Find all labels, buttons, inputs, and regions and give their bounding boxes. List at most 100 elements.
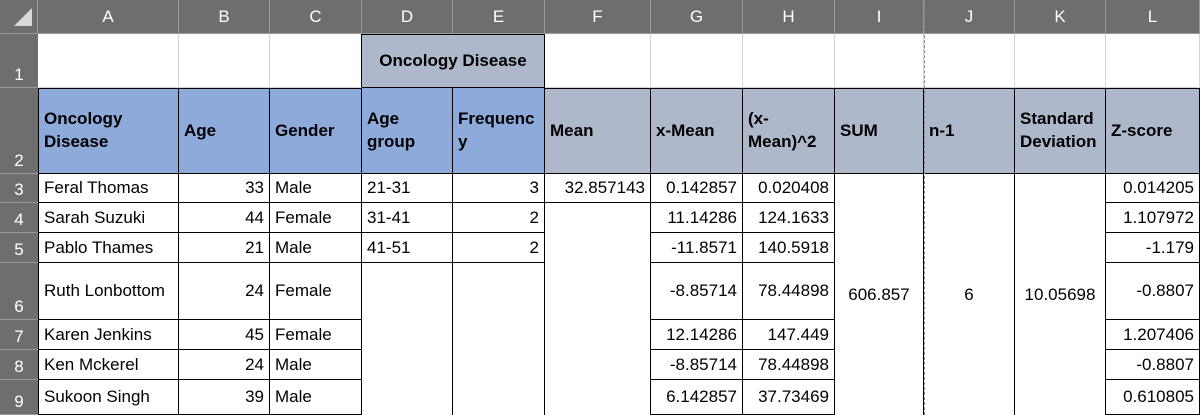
column-header-f[interactable]: F bbox=[545, 0, 651, 34]
cell-l7[interactable]: 1.207406 bbox=[1106, 320, 1200, 350]
column-header-b[interactable]: B bbox=[179, 0, 270, 34]
cell-b6[interactable]: 24 bbox=[179, 263, 270, 320]
cell-h4[interactable]: 124.1633 bbox=[743, 203, 835, 233]
cell-h5[interactable]: 140.5918 bbox=[743, 233, 835, 263]
cell-h3[interactable]: 0.020408 bbox=[743, 174, 835, 203]
cell-e6-empty[interactable] bbox=[453, 263, 545, 415]
cell-standard-deviation-merged[interactable]: 10.05698 bbox=[1015, 174, 1106, 415]
cell-l4[interactable]: 1.107972 bbox=[1106, 203, 1200, 233]
cell-l1[interactable] bbox=[1106, 34, 1200, 88]
cell-k1[interactable] bbox=[1015, 34, 1106, 88]
cell-b9[interactable]: 39 bbox=[179, 380, 270, 415]
cell-a5[interactable]: Pablo Thames bbox=[38, 233, 179, 263]
column-header-e[interactable]: E bbox=[453, 0, 545, 34]
header-sum[interactable]: SUM bbox=[835, 88, 924, 174]
cell-a9[interactable]: Sukoon Singh bbox=[38, 380, 179, 415]
cell-g5[interactable]: -11.8571 bbox=[651, 233, 743, 263]
cell-b7[interactable]: 45 bbox=[179, 320, 270, 350]
cell-f3-mean[interactable]: 32.857143 bbox=[545, 174, 651, 203]
cell-c1[interactable] bbox=[270, 34, 362, 88]
cell-d6-empty[interactable] bbox=[362, 263, 453, 415]
header-age[interactable]: Age bbox=[179, 88, 270, 174]
cell-a3[interactable]: Feral Thomas bbox=[38, 174, 179, 203]
cell-g9[interactable]: 6.142857 bbox=[651, 380, 743, 415]
cell-e5[interactable]: 2 bbox=[453, 233, 545, 263]
cell-sum-merged[interactable]: 606.857 bbox=[835, 174, 924, 415]
cell-l9[interactable]: 0.610805 bbox=[1106, 380, 1200, 415]
cell-f1[interactable] bbox=[545, 34, 651, 88]
cell-g4[interactable]: 11.14286 bbox=[651, 203, 743, 233]
cell-g1[interactable] bbox=[651, 34, 743, 88]
cell-e4[interactable]: 2 bbox=[453, 203, 545, 233]
cell-d5[interactable]: 41-51 bbox=[362, 233, 453, 263]
cell-c6[interactable]: Female bbox=[270, 263, 362, 320]
cell-c7[interactable]: Female bbox=[270, 320, 362, 350]
cell-f4-empty[interactable] bbox=[545, 203, 651, 415]
cell-b8[interactable]: 24 bbox=[179, 350, 270, 380]
header-n-minus-1[interactable]: n-1 bbox=[924, 88, 1015, 174]
cell-a7[interactable]: Karen Jenkins bbox=[38, 320, 179, 350]
column-header-k[interactable]: K bbox=[1015, 0, 1106, 34]
cell-c3[interactable]: Male bbox=[270, 174, 362, 203]
cell-l6[interactable]: -0.8807 bbox=[1106, 263, 1200, 320]
header-frequency[interactable]: Frequenc y bbox=[453, 88, 545, 174]
header-oncology-disease[interactable]: Oncology Disease bbox=[38, 88, 179, 174]
cell-g6[interactable]: -8.85714 bbox=[651, 263, 743, 320]
cell-l3[interactable]: 0.014205 bbox=[1106, 174, 1200, 203]
cell-h7[interactable]: 147.449 bbox=[743, 320, 835, 350]
cell-b4[interactable]: 44 bbox=[179, 203, 270, 233]
cell-c8[interactable]: Male bbox=[270, 350, 362, 380]
column-header-l[interactable]: L bbox=[1106, 0, 1200, 34]
row-header-3[interactable]: 3 bbox=[0, 174, 38, 203]
cell-h9[interactable]: 37.73469 bbox=[743, 380, 835, 415]
cell-h6[interactable]: 78.44898 bbox=[743, 263, 835, 320]
header-x-mean[interactable]: x-Mean bbox=[651, 88, 743, 174]
header-gender[interactable]: Gender bbox=[270, 88, 362, 174]
cell-c4[interactable]: Female bbox=[270, 203, 362, 233]
row-header-9[interactable]: 9 bbox=[0, 380, 38, 415]
cell-g7[interactable]: 12.14286 bbox=[651, 320, 743, 350]
column-header-d[interactable]: D bbox=[362, 0, 453, 34]
cell-h8[interactable]: 78.44898 bbox=[743, 350, 835, 380]
select-all-button[interactable] bbox=[0, 0, 38, 34]
cell-g8[interactable]: -8.85714 bbox=[651, 350, 743, 380]
cell-a6[interactable]: Ruth Lonbottom bbox=[38, 263, 179, 320]
cell-d4[interactable]: 31-41 bbox=[362, 203, 453, 233]
row-header-4[interactable]: 4 bbox=[0, 203, 38, 233]
cell-l8[interactable]: -0.8807 bbox=[1106, 350, 1200, 380]
column-header-h[interactable]: H bbox=[743, 0, 835, 34]
cell-h1[interactable] bbox=[743, 34, 835, 88]
header-z-score[interactable]: Z-score bbox=[1106, 88, 1200, 174]
cell-a4[interactable]: Sarah Suzuki bbox=[38, 203, 179, 233]
cell-j1[interactable] bbox=[924, 34, 1015, 88]
cell-b1[interactable] bbox=[179, 34, 270, 88]
cell-e3[interactable]: 3 bbox=[453, 174, 545, 203]
row-header-1[interactable]: 1 bbox=[0, 34, 38, 88]
cell-g3[interactable]: 0.142857 bbox=[651, 174, 743, 203]
cell-b5[interactable]: 21 bbox=[179, 233, 270, 263]
column-header-a[interactable]: A bbox=[38, 0, 179, 34]
header-x-mean-squared[interactable]: (x-Mean)^2 bbox=[743, 88, 835, 174]
row-header-8[interactable]: 8 bbox=[0, 350, 38, 380]
row-header-2[interactable]: 2 bbox=[0, 88, 38, 174]
cell-n-minus-1-merged[interactable]: 6 bbox=[924, 174, 1015, 415]
column-header-g[interactable]: G bbox=[651, 0, 743, 34]
row-header-6[interactable]: 6 bbox=[0, 263, 38, 320]
cell-a8[interactable]: Ken Mckerel bbox=[38, 350, 179, 380]
cell-i1[interactable] bbox=[835, 34, 924, 88]
cell-d3[interactable]: 21-31 bbox=[362, 174, 453, 203]
cell-a1[interactable] bbox=[38, 34, 179, 88]
header-standard-deviation[interactable]: Standard Deviation bbox=[1015, 88, 1106, 174]
cell-b3[interactable]: 33 bbox=[179, 174, 270, 203]
column-header-i[interactable]: I bbox=[835, 0, 924, 34]
header-age-group[interactable]: Age group bbox=[362, 88, 453, 174]
cell-c5[interactable]: Male bbox=[270, 233, 362, 263]
row-header-5[interactable]: 5 bbox=[0, 233, 38, 263]
cell-l5[interactable]: -1.179 bbox=[1106, 233, 1200, 263]
cell-d1-oncology-disease[interactable]: Oncology Disease bbox=[362, 34, 545, 88]
row-header-7[interactable]: 7 bbox=[0, 320, 38, 350]
column-header-j[interactable]: J bbox=[924, 0, 1015, 34]
header-mean[interactable]: Mean bbox=[545, 88, 651, 174]
column-header-c[interactable]: C bbox=[270, 0, 362, 34]
cell-c9[interactable]: Male bbox=[270, 380, 362, 415]
